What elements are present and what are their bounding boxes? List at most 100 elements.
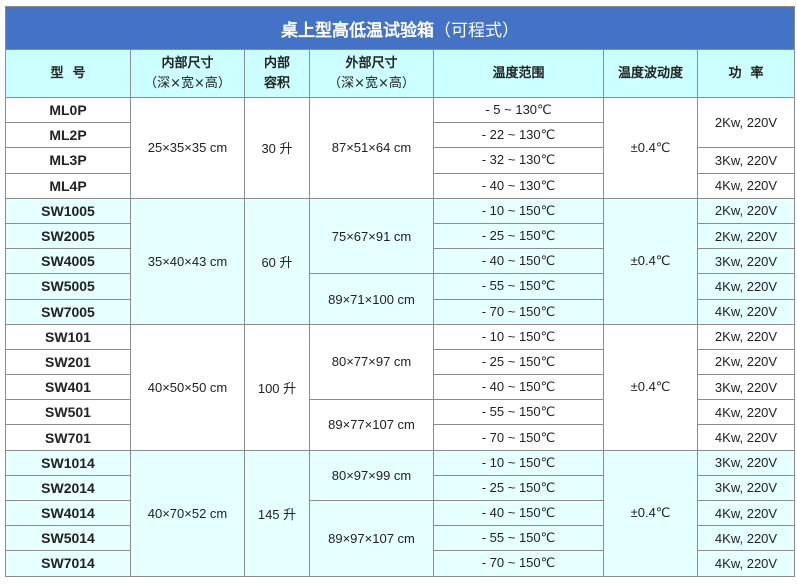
volume-cell: 30 升 [244,97,310,199]
model-cell: ML2P [5,122,131,149]
table-body: ML0P 25×35×35 cm 30 升 87×51×64 cm - 5 ~ 130℃… [5,96,796,577]
header-model: 型 号 [5,49,131,98]
outer-size-cell: 89×97×107 cm [309,500,434,577]
fluctuation-cell: ±0.4℃ [603,197,698,325]
table-title: 桌上型高低温试验箱（可程式） [4,6,796,50]
model-cell: SW701 [5,424,131,451]
temp-range-cell: - 70 ~ 150℃ [433,550,604,577]
header-inner-size-label: 内部尺寸 [161,55,214,71]
table-row: SW1005 35×40×43 cm 60 升 75×67×91 cm - 10 ~ 1… [5,197,796,325]
header-temp-range: 温度范围 [433,49,604,98]
table-row: ML2P - 22 ~ 130℃ [5,122,795,149]
power-cell: 2Kw, 220V [696,323,796,350]
power-cell: 4Kw, 220V [696,525,796,552]
title-main: 桌上型高低温试验箱 [281,20,434,40]
power-cell: 4Kw, 220V [696,550,796,577]
power-cell: 4Kw, 220V [696,298,796,325]
power-cell: 2Kw, 220V [696,222,796,250]
table-row: SW5005 89×71×100 cm - 55 ~ 150℃ 4Kw, 220V [5,273,796,325]
model-cell: SW101 [5,323,131,350]
inner-size-cell: 40×50×50 cm [130,323,245,451]
power-cell: 3Kw, 220V [696,248,796,275]
temp-range-cell: - 22 ~ 130℃ [433,122,604,149]
table-row: SW4014 89×97×107 cm - 40 ~ 150℃ 4Kw, 220V [5,499,796,577]
table-row: SW501 89×77×107 cm - 55 ~ 150℃ 4Kw, 220V [5,399,796,451]
volume-cell: 60 升 [244,197,310,325]
header-outer-size: 外部尺寸 （深×宽×高） [309,49,434,98]
temp-range-cell: - 10 ~ 150℃ [433,449,604,476]
outer-size-cell: 80×97×99 cm [309,449,434,502]
inner-size-cell: 35×40×43 cm [130,197,245,325]
header-row: 型 号 内部尺寸 （深×宽×高） 内部 容积 外部尺寸 （深×宽×高） 温度范围 温度… [5,49,796,98]
power-cell: 4Kw, 220V [696,424,796,451]
temp-range-cell: - 55 ~ 150℃ [433,273,604,300]
table-row: SW2014 - 25 ~ 150℃ 3Kw, 220V [5,474,796,502]
temp-range-cell: - 40 ~ 150℃ [433,499,604,527]
table-row: SW5014 - 55 ~ 150℃ 4Kw, 220V [5,525,796,552]
temp-range-cell: - 55 ~ 150℃ [433,525,604,552]
table-row: ML3P - 32 ~ 130℃ 3Kw, 220V [5,147,796,174]
temp-range-cell: - 25 ~ 150℃ [433,222,604,250]
model-cell: SW501 [5,399,131,426]
header-inner-size: 内部尺寸 （深×宽×高） [130,49,245,98]
power-cell: 3Kw, 220V [696,374,796,401]
power-cell: 3Kw, 220V [696,147,796,174]
table-row: SW1014 40×70×52 cm 145 升 80×97×99 cm - 10 ~ … [5,449,796,577]
title-row: 桌上型高低温试验箱（可程式） [4,6,796,50]
power-cell: 3Kw, 220V [696,449,796,476]
model-cell: SW1014 [5,449,131,476]
header-outer-size-sub: （深×宽×高） [328,75,415,91]
table-row: ML0P 25×35×35 cm 30 升 87×51×64 cm - 5 ~ 130℃… [5,96,796,199]
temp-range-cell: - 55 ~ 150℃ [433,399,604,426]
temp-range-cell: - 70 ~ 150℃ [433,298,604,325]
model-cell: SW201 [5,348,131,376]
volume-cell: 100 升 [244,323,310,451]
fluctuation-cell: ±0.4℃ [603,449,698,577]
table-row: ML4P - 40 ~ 130℃ 4Kw, 220V [5,172,796,199]
temp-range-cell: - 40 ~ 150℃ [433,248,604,275]
outer-size-cell: 87×51×64 cm [309,97,434,199]
outer-size-cell: 75×67×91 cm [309,197,434,275]
table-row: SW4005 - 40 ~ 150℃ 3Kw, 220V [5,248,796,275]
header-volume-line2: 容积 [263,75,290,91]
model-cell: SW4014 [5,499,131,527]
outer-size-cell: 89×77×107 cm [309,399,434,451]
temp-range-cell: - 40 ~ 150℃ [433,374,604,401]
table-row: SW101 40×50×50 cm 100 升 80×77×97 cm - 10 ~ 1… [5,323,796,451]
header-volume: 内部 容积 [244,49,310,98]
power-cell: 4Kw, 220V [696,499,796,527]
fluctuation-cell: ±0.4℃ [603,97,698,199]
model-cell: ML4P [5,172,131,199]
power-cell: 3Kw, 220V [696,474,796,502]
model-cell: SW7005 [5,298,131,325]
header-power: 功 率 [696,49,796,98]
power-cell: 2Kw, 220V [696,197,796,224]
power-cell: 2Kw, 220V [696,96,796,149]
power-cell: 4Kw, 220V [696,399,796,426]
temp-range-cell: - 10 ~ 150℃ [433,323,604,350]
header-outer-size-label: 外部尺寸 [345,55,398,71]
header-fluctuation: 温度波动度 [603,49,698,98]
volume-cell: 145 升 [244,449,310,577]
power-cell: 2Kw, 220V [696,348,796,376]
temp-range-cell: - 10 ~ 150℃ [433,197,604,224]
model-cell: ML3P [5,147,131,174]
outer-size-cell: 80×77×97 cm [309,323,434,401]
temp-range-cell: - 25 ~ 150℃ [433,474,604,502]
temp-range-cell: - 25 ~ 150℃ [433,348,604,376]
model-cell: SW4005 [5,248,131,275]
table-row: SW7005 - 70 ~ 150℃ 4Kw, 220V [5,298,796,325]
header-inner-size-sub: （深×宽×高） [144,75,231,91]
model-cell: SW2014 [5,474,131,502]
table-row: SW7014 - 70 ~ 150℃ 4Kw, 220V [5,550,796,577]
temp-range-cell: - 70 ~ 150℃ [433,424,604,451]
model-cell: SW2005 [5,222,131,250]
temp-range-cell: - 32 ~ 130℃ [433,147,604,174]
spec-table: 桌上型高低温试验箱（可程式） 型 号 内部尺寸 （深×宽×高） 内部 容积 外部尺寸… [4,6,796,577]
model-cell: ML0P [5,96,131,124]
model-cell: SW1005 [5,197,131,224]
model-cell: SW5014 [5,525,131,552]
title-sub: （可程式） [434,20,519,40]
model-cell: SW7014 [5,550,131,577]
power-cell: 4Kw, 220V [696,172,796,199]
